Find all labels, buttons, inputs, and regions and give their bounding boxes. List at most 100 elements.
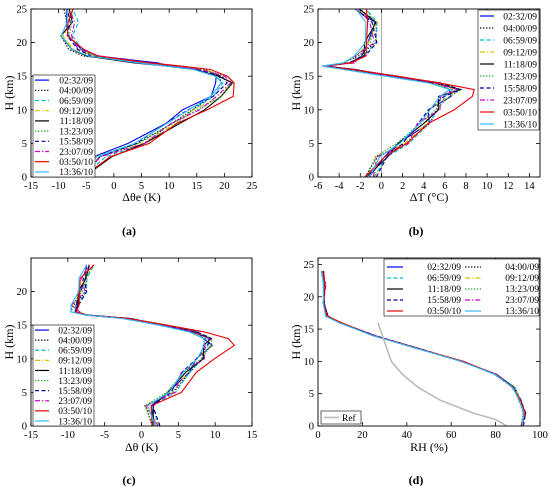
- legend-entry: 11:18/09: [60, 117, 94, 127]
- legend-entry: 09:12/09: [58, 357, 92, 367]
- series-line-11-18-09: [75, 264, 213, 426]
- legend-entry: 13:23/09: [59, 127, 93, 137]
- x-tick-label: -4: [335, 181, 344, 192]
- x-tick-label: 20: [219, 181, 230, 192]
- series-line-06-59-09: [71, 9, 224, 177]
- y-axis-label: H (km): [2, 325, 16, 360]
- y-tick-label: 10: [17, 105, 28, 116]
- y-tick-label: 15: [304, 72, 315, 83]
- legend-entry: 02:32/09: [427, 263, 461, 273]
- legend-entry: 15:58/09: [59, 138, 93, 148]
- legend-entry: 04:00/09: [505, 263, 539, 273]
- legend-entry: 06:59/09: [427, 274, 461, 284]
- y-tick-label: 0: [309, 422, 314, 433]
- legend-entry: 02:32/09: [59, 76, 93, 86]
- series-line-03-50-10: [322, 9, 475, 177]
- y-tick-label: 25: [304, 260, 315, 271]
- legend-entry: 23:07/09: [505, 296, 539, 306]
- legend: 02:32/0904:00/0906:59/0909:12/0911:18/09…: [32, 74, 96, 178]
- legend-entry: 02:32/09: [58, 326, 92, 336]
- legend-entry: 02:32/09: [503, 12, 537, 22]
- series-line-11-18-09: [323, 9, 463, 177]
- x-tick-label: 60: [446, 430, 457, 441]
- x-tick-label: -10: [61, 430, 75, 441]
- plot-frame: [317, 8, 541, 178]
- series-line-09-12-09: [62, 9, 232, 177]
- y-tick-label: 20: [17, 287, 28, 298]
- legend-entry: 03:50/10: [58, 407, 92, 417]
- legend-entry: 13:36/10: [58, 417, 92, 427]
- y-tick-label: 20: [304, 38, 315, 49]
- legend-entry: 23:07/09: [58, 397, 92, 407]
- chart-panel-d: 0 20 40 60 80 100 0 5 10 15 20 25 RH (%) H (km) (d) 02:…: [289, 257, 548, 486]
- legend-entry: Ref: [342, 413, 357, 424]
- y-tick-label: 20: [304, 292, 315, 303]
- series-line-03-50-10: [66, 9, 235, 177]
- legend-entry: 13:36/10: [505, 307, 539, 317]
- series-line-09-12-09: [324, 9, 458, 177]
- y-tick-label: 10: [304, 357, 315, 368]
- y-tick-label: 0: [309, 173, 314, 184]
- x-tick-label: 20: [357, 430, 368, 441]
- panel-label: (d): [409, 473, 424, 486]
- series-line-04-00-09: [60, 9, 223, 177]
- legend-entry: 04:00/09: [503, 24, 537, 34]
- y-tick-label: 0: [22, 422, 27, 433]
- legend-entry: 13:23/09: [503, 72, 537, 82]
- y-tick-label: 5: [309, 389, 314, 400]
- x-tick-label: 6: [442, 181, 447, 192]
- x-tick-label: 5: [176, 430, 181, 441]
- series-line-13-36-10: [320, 270, 525, 426]
- legend-entry: 23:07/09: [503, 96, 537, 106]
- x-tick-label: 80: [490, 430, 501, 441]
- x-tick-label: -5: [100, 430, 109, 441]
- plot-frame: [317, 257, 541, 427]
- series-line-03-50-10: [75, 264, 236, 426]
- series-line-13-23-09: [68, 9, 234, 177]
- y-tick-label: 0: [22, 173, 27, 184]
- x-tick-label: 2: [400, 181, 405, 192]
- legend-entry: 04:00/09: [59, 87, 93, 97]
- x-tick-label: -15: [24, 430, 38, 441]
- y-tick-label: 10: [304, 105, 315, 116]
- legend-entry: 15:58/09: [427, 296, 461, 306]
- y-axis-label: H (km): [289, 76, 303, 111]
- x-tick-label: 4: [421, 181, 427, 192]
- legend-entry: 09:12/09: [505, 274, 539, 284]
- series-line-13-36-10: [322, 9, 452, 177]
- series-line-23-07-09: [68, 9, 232, 177]
- x-tick-label: -5: [82, 181, 91, 192]
- legend-entry: 03:50/10: [427, 307, 461, 317]
- x-tick-label: 40: [402, 430, 413, 441]
- legend-entry: 06:59/09: [58, 347, 92, 357]
- legend-entry: 11:18/09: [59, 367, 93, 377]
- y-tick-label: 20: [17, 38, 28, 49]
- x-axis-label: ΔT (°C): [410, 190, 449, 204]
- x-axis-label: Δθ (K): [125, 440, 158, 454]
- x-axis-label: RH (%): [410, 440, 448, 454]
- legend-entry: 15:58/09: [58, 387, 92, 397]
- y-tick-label: 10: [17, 354, 28, 365]
- legend: 02:32/0904:00/0906:59/0909:12/0911:18/09…: [32, 324, 95, 427]
- legend-entry: 23:07/09: [59, 148, 93, 158]
- legend-entry: 13:36/10: [503, 120, 537, 130]
- panel-label: (b): [409, 224, 424, 238]
- x-tick-label: 15: [192, 181, 203, 192]
- x-tick-label: 15: [247, 430, 258, 441]
- chart-panel-a: -15 -10 -5 0 5 10 15 20 25 0 5 10 15 20 25 Δθe (K) H (km…: [2, 5, 257, 239]
- x-tick-label: -15: [24, 181, 38, 192]
- y-tick-label: 5: [22, 388, 27, 399]
- x-tick-label: 100: [532, 430, 548, 441]
- x-axis-label: Δθe (K): [122, 190, 160, 204]
- legend-entry: 03:50/10: [503, 108, 537, 118]
- y-tick-label: 5: [22, 139, 27, 150]
- y-tick-label: 25: [17, 5, 28, 16]
- x-tick-label: -2: [356, 181, 365, 192]
- chart-panel-c: -15 -10 -5 0 5 10 15 0 5 10 15 20 Δθ (K) H (km) (c) 02:…: [2, 257, 258, 486]
- legend-entry: 06:59/09: [503, 36, 537, 46]
- x-tick-label: 10: [482, 181, 493, 192]
- x-tick-label: 25: [247, 181, 258, 192]
- x-tick-label: 12: [503, 181, 514, 192]
